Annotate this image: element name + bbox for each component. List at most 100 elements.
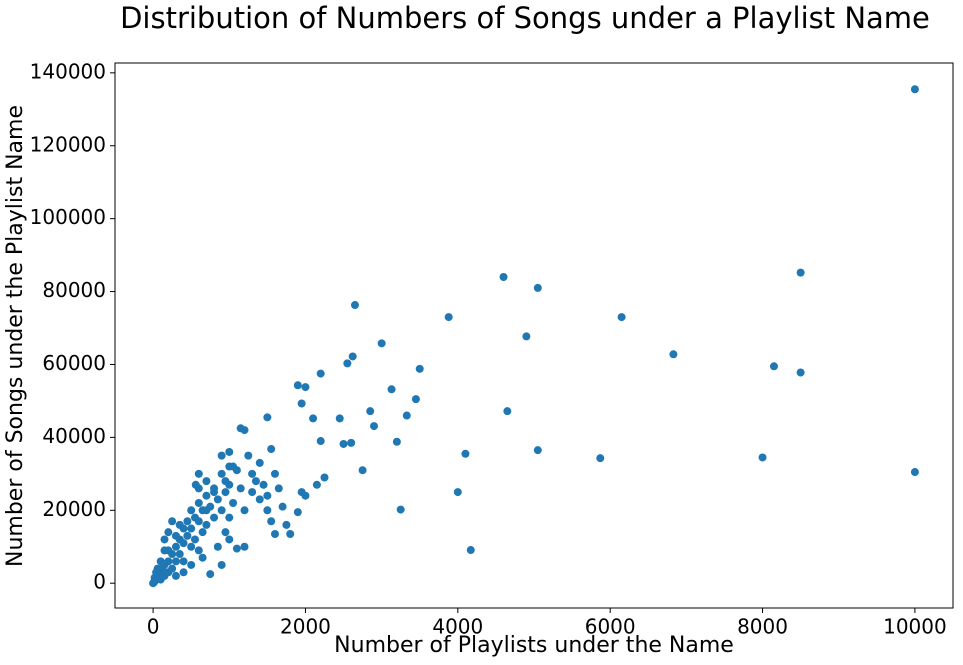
y-tick-label: 0 (93, 570, 106, 594)
point (392, 437, 401, 446)
point (160, 546, 169, 555)
point (499, 272, 508, 281)
point (171, 557, 180, 566)
point (225, 513, 234, 522)
point (179, 568, 188, 577)
x-axis-label: Number of Playlists under the Name (334, 633, 734, 658)
point (411, 395, 420, 404)
point (522, 332, 531, 341)
point (301, 383, 310, 392)
y-tick-label: 40000 (42, 424, 106, 448)
point (255, 495, 264, 504)
point (274, 484, 283, 493)
point (232, 544, 241, 553)
point (270, 529, 279, 538)
point (221, 528, 230, 537)
point (415, 364, 424, 373)
point (225, 480, 234, 489)
point (358, 466, 367, 475)
point (198, 553, 207, 562)
point (240, 542, 249, 551)
point (191, 480, 200, 489)
point (187, 524, 196, 533)
point (297, 399, 306, 408)
x-tick-label: 0 (147, 615, 160, 639)
point (168, 564, 177, 573)
point (293, 508, 302, 517)
point (221, 488, 230, 497)
point (194, 499, 203, 508)
point (466, 546, 475, 555)
point (213, 542, 222, 551)
point (263, 413, 272, 422)
point (217, 560, 226, 569)
x-tick-label: 4000 (432, 615, 483, 639)
point (617, 313, 626, 322)
point (225, 535, 234, 544)
point (244, 451, 253, 460)
point (206, 570, 215, 579)
point (171, 542, 180, 551)
point (320, 473, 329, 482)
y-tick-label: 140000 (30, 59, 106, 83)
point (179, 539, 188, 548)
point (183, 517, 192, 526)
point (270, 469, 279, 478)
point (213, 495, 222, 504)
x-tick-label: 10000 (883, 615, 947, 639)
point (168, 550, 177, 559)
point (301, 491, 310, 500)
point (343, 359, 352, 368)
point (229, 499, 238, 508)
point (282, 520, 291, 529)
x-tick-label: 6000 (585, 615, 636, 639)
point (217, 469, 226, 478)
point (240, 506, 249, 515)
point (194, 469, 203, 478)
point (461, 449, 470, 458)
point (156, 557, 165, 566)
point (251, 477, 260, 486)
point (263, 491, 272, 500)
point (286, 529, 295, 538)
point (236, 424, 245, 433)
point (377, 339, 386, 348)
point (168, 517, 177, 526)
point (278, 502, 287, 511)
point (402, 411, 411, 420)
point (187, 560, 196, 569)
point (533, 283, 542, 292)
point (175, 550, 184, 559)
point (669, 350, 678, 359)
point (316, 437, 325, 446)
point (347, 438, 356, 447)
point (179, 557, 188, 566)
point (596, 454, 605, 463)
y-tick-label: 60000 (42, 351, 106, 375)
point (175, 520, 184, 529)
y-tick-label: 20000 (42, 497, 106, 521)
point (248, 469, 257, 478)
point (370, 422, 379, 431)
point (267, 517, 276, 526)
point (150, 573, 159, 582)
point (198, 528, 207, 537)
point (171, 571, 180, 580)
point (164, 557, 173, 566)
point (236, 484, 245, 493)
y-tick-label: 80000 (42, 278, 106, 302)
plot-frame (114, 62, 954, 609)
point (350, 301, 359, 310)
point (335, 414, 344, 423)
point (255, 458, 264, 467)
point (198, 506, 207, 515)
point (533, 446, 542, 455)
point (316, 369, 325, 378)
point (758, 453, 767, 462)
point (210, 484, 219, 493)
x-tick-label: 2000 (280, 615, 331, 639)
point (453, 488, 462, 497)
point (910, 468, 919, 477)
point (796, 368, 805, 377)
